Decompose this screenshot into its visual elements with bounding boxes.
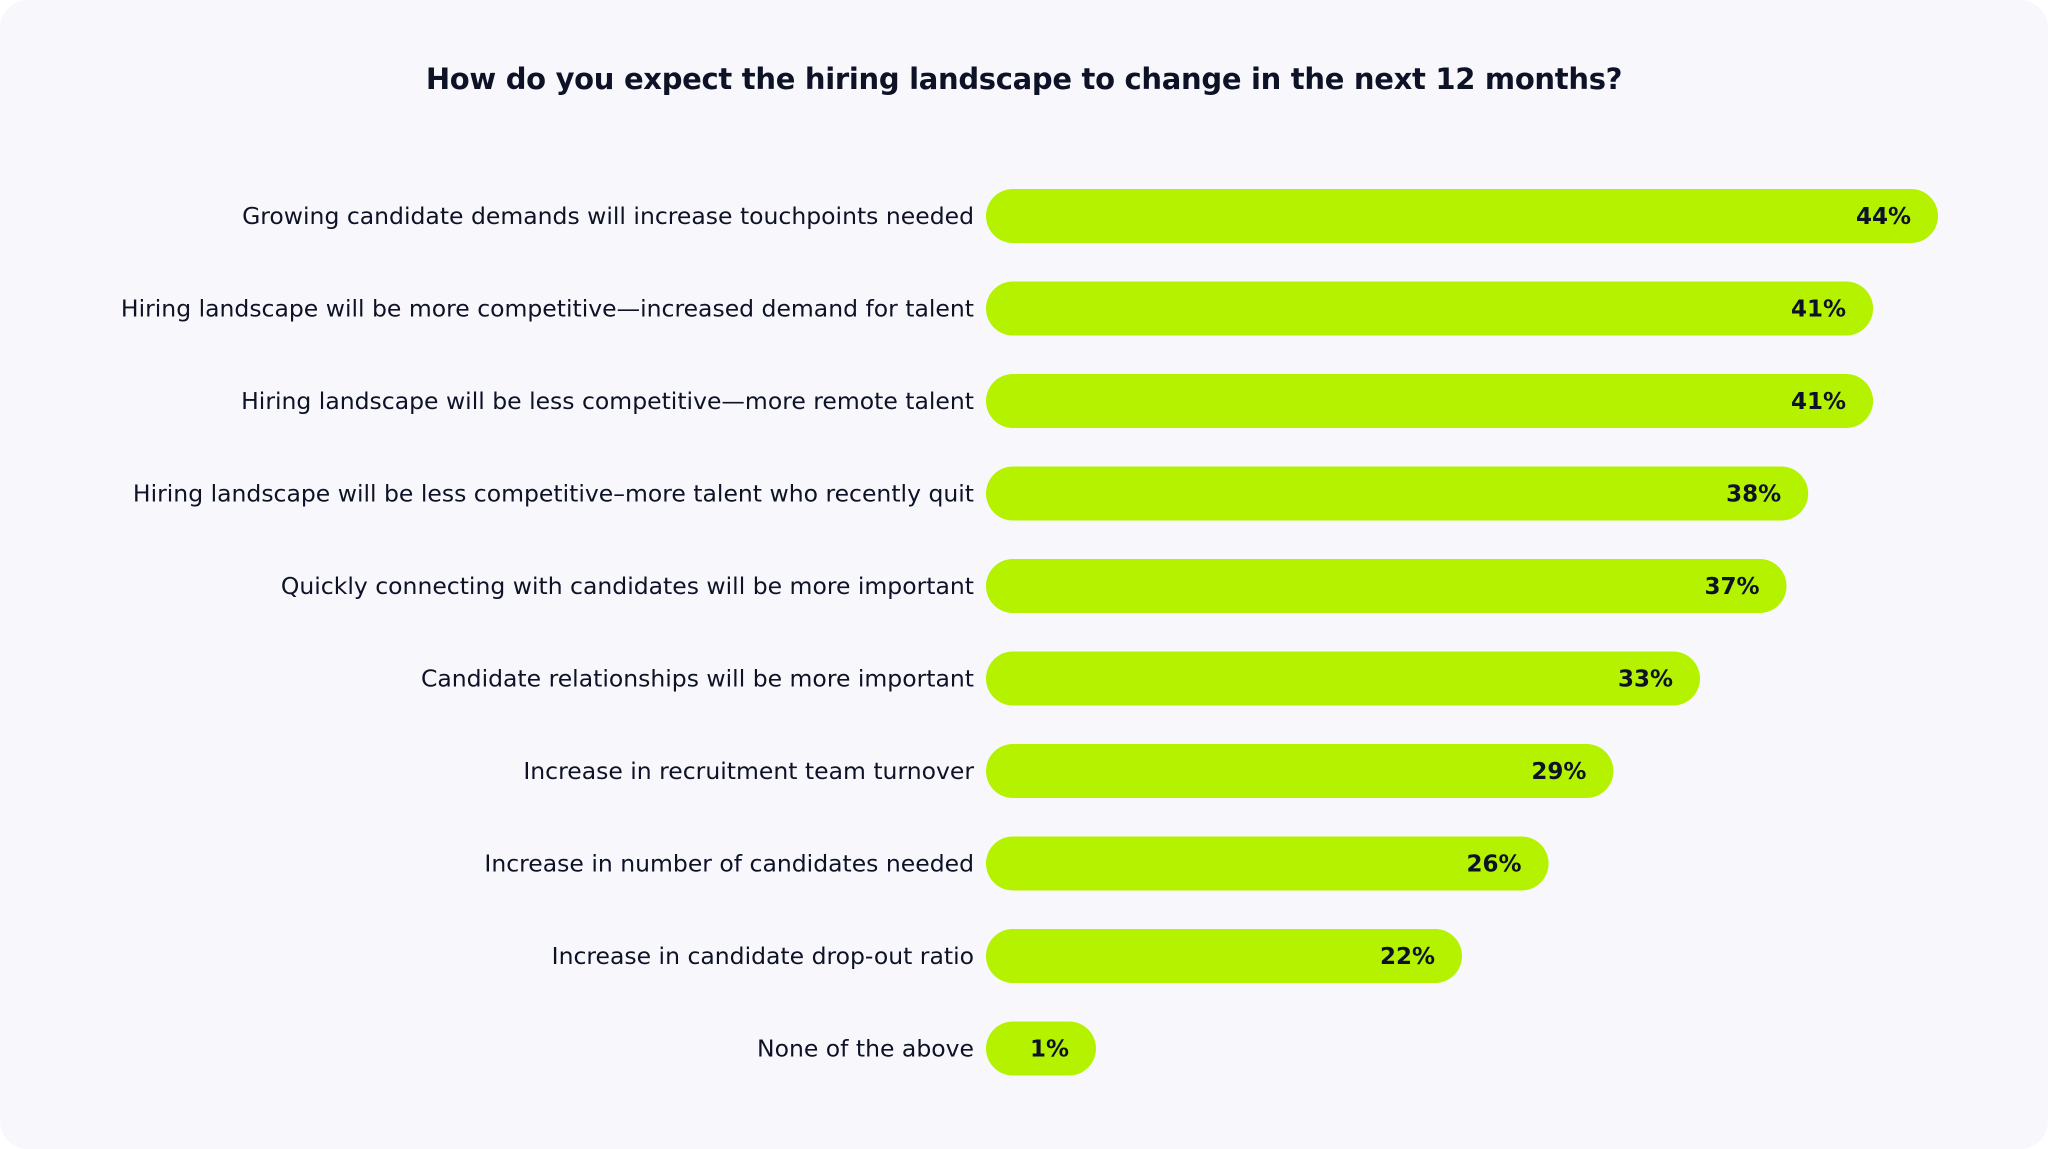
- chart-title: How do you expect the hiring landscape t…: [425, 62, 1623, 96]
- bar-row: Increase in recruitment team turnover 29%: [523, 744, 1614, 798]
- value-label: 38%: [1726, 482, 1781, 508]
- bar-row: Hiring landscape will be less competitiv…: [241, 374, 1874, 428]
- value-label: 1%: [1030, 1037, 1069, 1063]
- value-label: 33%: [1618, 667, 1673, 693]
- bar: [986, 281, 1874, 336]
- bar-row: None of the above 1%: [757, 1021, 1096, 1076]
- category-label: Increase in number of candidates needed: [484, 850, 974, 878]
- value-label: 41%: [1791, 297, 1846, 323]
- value-label: 26%: [1466, 852, 1521, 878]
- category-label: Increase in candidate drop-out ratio: [552, 942, 974, 970]
- bar-row: Increase in candidate drop-out ratio 22%: [552, 929, 1462, 983]
- bar-row: Candidate relationships will be more imp…: [421, 651, 1700, 706]
- bar-row: Hiring landscape will be more competitiv…: [121, 281, 1874, 336]
- bar: [986, 374, 1874, 428]
- category-label: Hiring landscape will be less competitiv…: [241, 387, 974, 415]
- value-label: 44%: [1856, 204, 1911, 230]
- bar-row: Increase in number of candidates needed 2…: [484, 836, 1549, 891]
- bar: [986, 466, 1809, 521]
- category-label: None of the above: [757, 1035, 974, 1063]
- bar: [986, 1021, 1096, 1076]
- bar-row: Quickly connecting with candidates will …: [281, 559, 1787, 613]
- value-label: 37%: [1704, 574, 1759, 600]
- category-label: Candidate relationships will be more imp…: [421, 665, 974, 693]
- bar: [986, 836, 1549, 891]
- bar: [986, 189, 1938, 243]
- bar: [986, 929, 1462, 983]
- bar: [986, 651, 1700, 706]
- category-label: Increase in recruitment team turnover: [523, 757, 974, 785]
- category-label: Hiring landscape will be more competitiv…: [121, 295, 974, 323]
- bar-row: Growing candidate demands will increase …: [242, 189, 1938, 243]
- value-label: 22%: [1380, 944, 1435, 970]
- category-label: Growing candidate demands will increase …: [242, 202, 974, 230]
- bar: [986, 744, 1614, 798]
- value-label: 29%: [1531, 759, 1586, 785]
- category-label: Hiring landscape will be less competitiv…: [133, 480, 974, 508]
- category-label: Quickly connecting with candidates will …: [281, 572, 974, 600]
- bar-row: Hiring landscape will be less competitiv…: [133, 466, 1809, 521]
- value-label: 41%: [1791, 389, 1846, 415]
- bar: [986, 559, 1787, 613]
